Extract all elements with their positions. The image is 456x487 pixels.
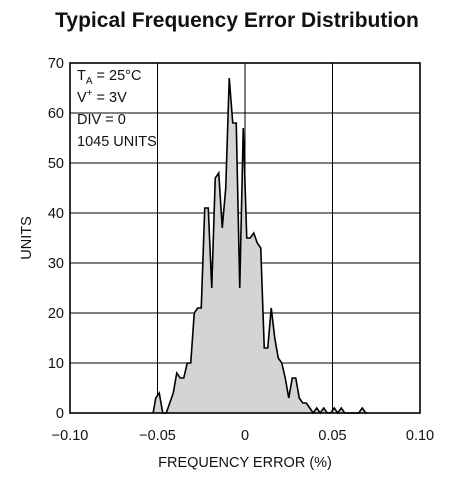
x-tick-label: −0.10	[52, 428, 89, 444]
annotation-unit-count: 1045 UNITS	[77, 134, 157, 150]
y-tick-label: 0	[56, 406, 64, 422]
histogram-area	[153, 78, 368, 413]
y-tick-label: 10	[48, 356, 64, 372]
histogram	[152, 77, 368, 415]
x-axis-ticks: −0.10 −0.05 0 0.05 0.10	[52, 428, 434, 444]
y-tick-label: 70	[48, 56, 64, 72]
plot-frame	[69, 62, 421, 414]
x-axis-label: FREQUENCY ERROR (%)	[158, 455, 332, 471]
histogram-outline	[152, 77, 368, 415]
y-axis-ticks: 0 10 20 30 40 50 60 70	[48, 56, 64, 422]
y-tick-label: 50	[48, 156, 64, 172]
y-axis-label: UNITS	[19, 216, 35, 260]
y-tick-label: 60	[48, 106, 64, 122]
annotation-voltage: V+ = 3V	[77, 88, 127, 106]
x-tick-label: 0.05	[318, 428, 346, 444]
chart-title: Typical Frequency Error Distribution	[55, 9, 419, 32]
y-tick-label: 30	[48, 256, 64, 272]
conditions-annotation: TA = 25°C V+ = 3V DIV = 0 1045 UNITS	[77, 68, 157, 150]
y-tick-label: 20	[48, 306, 64, 322]
annotation-div: DIV = 0	[77, 112, 126, 128]
y-tick-label: 40	[48, 206, 64, 222]
x-tick-label: −0.05	[139, 428, 176, 444]
annotation-temperature: TA = 25°C	[77, 68, 141, 87]
x-tick-label: 0	[241, 428, 249, 444]
x-tick-label: 0.10	[406, 428, 434, 444]
